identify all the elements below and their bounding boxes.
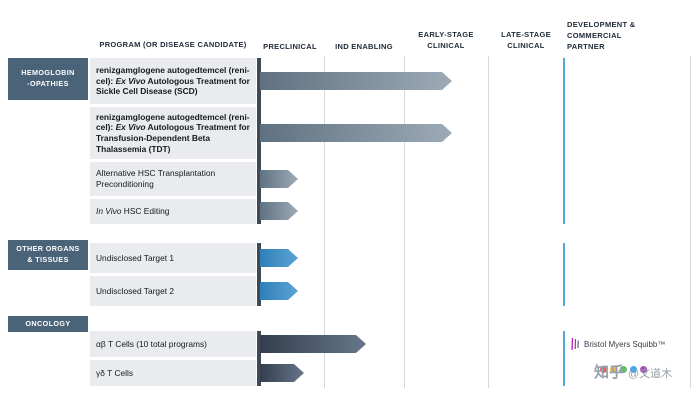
program-name-rest: Autologous Treatment for Sickle Cell Dis… [96,75,250,97]
group-label-line: -OPATHIES [27,79,69,88]
column-separator [404,56,405,388]
stage-axis-bar [257,243,261,306]
logo-dot [610,366,617,373]
partner-name: Bristol Myers Squibb™ [584,339,666,349]
column-separator [488,56,489,388]
stage-axis-bar [257,331,261,386]
group-label-line: OTHER ORGANS [16,244,80,254]
watermark-brand: 知乎 [594,364,625,381]
program-name-rest: Autologous Treatment for Transfusion-Dep… [96,122,250,154]
column-header-late-stage-clinical: LATE-STAGE CLINICAL [501,30,551,50]
logo-dot [640,366,647,373]
program-cell-scd: renizgamglogene autogedtemcel (reni-cel)… [90,58,256,104]
program-cell-tdt: renizgamglogene autogedtemcel (reni-cel)… [90,107,256,159]
column-header-program: PROGRAM (OR DISEASE CANDIDATE) [99,40,247,49]
logo-dot [630,366,637,373]
progress-arrow-gd-tcells [260,364,304,382]
program-name: Alternative HSC Transplantation Precondi… [96,168,216,189]
progress-arrow-invivo-hsc-editing [260,202,298,220]
program-name: renizgamglogene autogedtemcel (reni-cel)… [96,64,250,86]
group-label-hemoglobinopathies: HEMOGLOBIN -OPATHIES [8,58,88,100]
program-name: Undisclosed Target 2 [96,285,175,296]
progress-arrow-ab-tcells [260,335,366,353]
program-name: αβ T Cells (10 total programs) [96,338,207,349]
group-label-line: & TISSUES [27,255,69,264]
program-name: renizgamglogene autogedtemcel (reni-cel)… [96,111,250,133]
group-label-oncology: ONCOLOGY [8,316,88,332]
column-header-partner: DEVELOPMENT & COMMERCIAL PARTNER [567,20,636,51]
program-cell-invivo-hsc-editing: In Vivo HSC Editing [90,199,256,224]
group-label-other-organs: OTHER ORGANS & TISSUES [8,240,88,270]
program-name-italic: In Vivo [96,206,122,217]
logo-dot [620,366,627,373]
partial-partner-logo [600,366,647,373]
progress-arrow-tdt [260,124,452,142]
program-name: γδ T Cells [96,367,134,378]
column-separator [324,56,325,388]
partner-column-divider [563,243,565,306]
program-name: Undisclosed Target 1 [96,252,175,263]
group-label-line: HEMOGLOBIN [21,68,75,78]
program-name-rest: HSC Editing [121,206,170,217]
logo-dot [600,366,607,373]
progress-arrow-undisclosed-1 [260,249,298,267]
partner-bristol-myers-squibb: Bristol Myers Squibb™ [570,331,694,357]
program-cell-hsc-preconditioning: Alternative HSC Transplantation Precondi… [90,162,256,196]
column-header-ind-enabling: IND ENABLING [335,42,393,51]
progress-arrow-hsc-preconditioning [260,170,298,188]
watermark: 知乎 @文道木 [594,361,694,389]
partner-column-divider [563,331,565,386]
stage-axis-bar [257,58,261,224]
progress-arrow-scd [260,72,452,90]
program-cell-undisclosed-1: Undisclosed Target 1 [90,243,256,273]
bristol-myers-squibb-logo-icon [571,337,579,351]
program-name-italic: Ex Vivo [115,75,146,86]
partner-column-divider [563,58,565,224]
column-header-early-stage-clinical: EARLY-STAGE CLINICAL [418,30,474,50]
watermark-user: @文道木 [628,368,673,380]
program-cell-gd-tcells: γδ T Cells [90,360,256,386]
column-separator [690,56,691,388]
program-cell-undisclosed-2: Undisclosed Target 2 [90,276,256,306]
group-label-line: ONCOLOGY [25,318,71,328]
progress-arrow-undisclosed-2 [260,282,298,300]
column-header-preclinical: PRECLINICAL [263,42,317,51]
program-name-italic: Ex Vivo [115,122,146,133]
program-cell-ab-tcells: αβ T Cells (10 total programs) [90,331,256,357]
